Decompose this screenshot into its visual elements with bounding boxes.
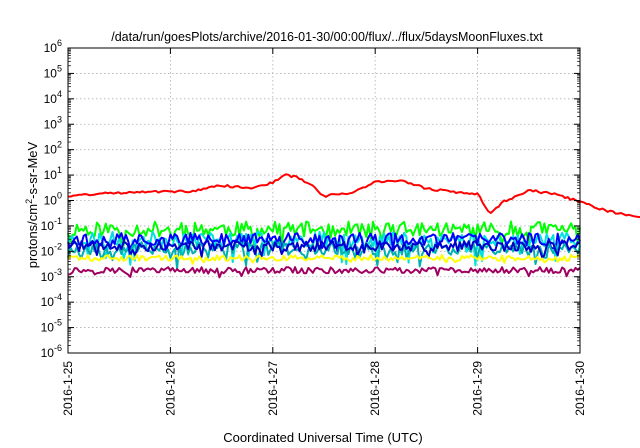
x-tick-label: 2016-1-29 xyxy=(471,361,485,416)
y-tick-label: 10-3 xyxy=(41,267,62,284)
x-tick-label: 2016-1-26 xyxy=(163,361,177,416)
x-axis-ticks: 2016-1-25 2016-1-26 2016-1-27 2016-1-28 2016… xyxy=(61,48,587,416)
y-tick-label: 100 xyxy=(44,191,62,208)
y-tick-label: 10-4 xyxy=(41,292,62,309)
y-tick-label: 10-6 xyxy=(41,343,62,360)
series-lines xyxy=(67,173,640,279)
y-tick-label: 102 xyxy=(44,140,62,157)
y-axis-label: protons/cm2-s-sr-MeV xyxy=(24,141,40,268)
y-tick-label: 104 xyxy=(44,89,62,106)
series-line-8 xyxy=(67,266,581,279)
y-tick-label: 10-1 xyxy=(41,216,62,233)
x-axis-label: Coordinated Universal Time (UTC) xyxy=(223,430,422,445)
y-tick-label: 10-2 xyxy=(41,241,62,258)
y-tick-label: 101 xyxy=(44,165,62,182)
chart-title: /data/run/goesPlots/archive/2016-01-30/0… xyxy=(111,30,543,44)
x-tick-label: 2016-1-25 xyxy=(61,361,75,416)
series-line-7 xyxy=(67,253,581,265)
y-tick-label: 106 xyxy=(44,38,62,55)
y-tick-label: 10-5 xyxy=(41,318,62,335)
x-tick-label: 2016-1-30 xyxy=(573,361,587,416)
series-line-6 xyxy=(67,240,581,259)
y-axis-label-rest: -s-sr-MeV xyxy=(25,141,40,198)
y-axis-label-base: protons/cm xyxy=(25,204,40,268)
y-axis-label-sup: 2 xyxy=(24,199,34,204)
svg-text:protons/cm2-s-sr-MeV: protons/cm2-s-sr-MeV xyxy=(24,141,40,268)
y-tick-label: 103 xyxy=(44,114,62,131)
series-line-1 xyxy=(67,173,640,219)
x-tick-label: 2016-1-27 xyxy=(266,361,280,416)
y-tick-label: 105 xyxy=(44,63,62,80)
y-axis-ticks: 10-6 10-5 10-4 10-3 10-2 10-1 100 101 102 103 104 1… xyxy=(41,38,580,360)
series-line-3 xyxy=(67,230,581,267)
x-tick-label: 2016-1-28 xyxy=(368,361,382,416)
